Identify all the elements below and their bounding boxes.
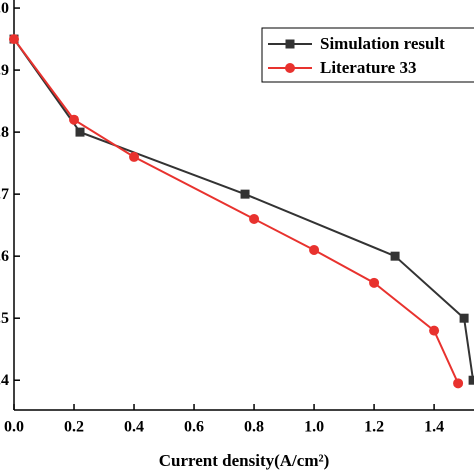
legend-marker [285,63,295,73]
x-tick-label: 1.2 [364,419,384,436]
y-tick-label: 0.5 [0,310,9,327]
y-tick-label: 0.6 [0,248,9,265]
x-tick-label: 0.8 [244,419,264,436]
marker [240,189,250,199]
y-tick-label: 1.0 [0,0,9,17]
y-tick-label: 0.7 [0,186,9,203]
marker [369,277,380,288]
marker [69,114,80,125]
marker [453,378,464,389]
series-line [13,38,460,384]
legend-label: Literature 33 [320,58,416,77]
marker [309,244,320,255]
legend [261,27,474,83]
marker [468,375,474,385]
legend-label: Simulation result [320,34,445,53]
marker [459,313,469,323]
y-tick-label: 0.8 [0,124,9,141]
legend-marker [285,39,295,49]
marker [75,127,85,137]
x-tick-label: 1.4 [424,419,444,436]
marker [390,251,400,261]
x-tick-label: 1.0 [304,419,324,436]
marker [9,34,19,45]
x-tick-label: 0.6 [184,419,204,436]
y-tick-label: 0.9 [0,62,9,79]
x-tick-label: 0.2 [64,419,84,436]
series-line [13,38,474,381]
marker [249,213,260,224]
y-tick-label: 0.4 [0,372,9,389]
x-tick-label: 0.4 [124,419,144,436]
x-tick-label: 0.0 [4,419,24,436]
marker [429,325,440,336]
x-axis-label: Current density(A/cm²) [159,451,330,470]
marker [129,151,140,162]
